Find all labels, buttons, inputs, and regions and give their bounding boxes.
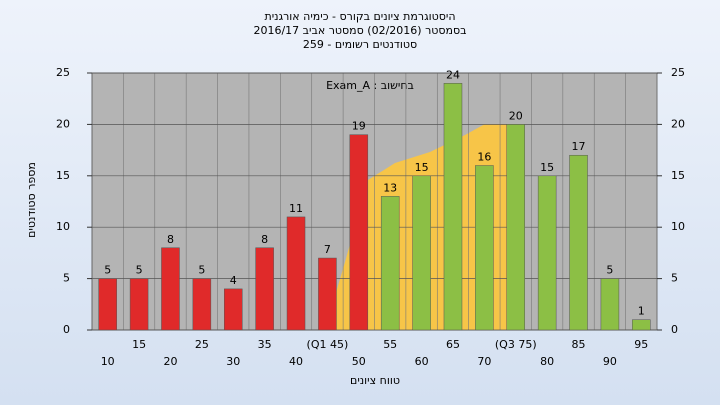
x-tick-label: 30 [226,355,240,368]
data-label: 8 [261,233,268,246]
x-tick-label: 70 [477,355,491,368]
data-label: 24 [446,68,460,81]
y2-tick-label: 25 [671,66,685,79]
data-label: 15 [415,161,429,174]
chart-subtitle: סטודנטים רשומים - 259 [303,38,417,51]
bar [129,278,149,331]
bar [475,165,494,331]
chart-title: היסטוגרמת ציונים בקורס - כימיה אורגנית [264,10,455,23]
bar [224,288,243,331]
data-label: 16 [477,151,491,164]
x-tick-label: 90 [603,355,617,368]
x-tick-label: (Q1 45) [307,338,349,351]
data-label: 13 [383,181,397,194]
bar [286,216,306,331]
bar [569,154,588,331]
data-label: 4 [230,274,237,287]
x-tick-label: 55 [383,338,397,351]
x-tick-label: 10 [101,355,115,368]
x-axis-label: טווח ציונים [350,374,400,387]
x-tick-label: 20 [163,355,177,368]
y-tick-label: 15 [56,169,70,182]
bar [632,319,651,331]
x-tick-label: 40 [289,355,303,368]
x-tick-label: 65 [446,338,460,351]
x-tick-label: 50 [352,355,366,368]
data-label: 20 [509,109,523,122]
bar [443,83,463,331]
bar [600,278,620,331]
bar [349,134,369,331]
bar [506,124,525,331]
x-tick-label: 85 [572,338,586,351]
bar [192,278,212,331]
data-label: 15 [540,161,554,174]
data-label: 19 [352,120,366,133]
y2-tick-label: 15 [671,169,685,182]
bar [161,247,180,331]
data-label: 5 [198,264,205,277]
x-tick-label: (Q3 75) [495,338,537,351]
data-label: 5 [104,264,111,277]
bar [255,247,274,331]
data-label: 1 [638,305,645,318]
x-tick-label: 60 [415,355,429,368]
data-label: 17 [572,140,586,153]
y-tick-label: 5 [63,272,70,285]
y-axis-label: מספר סטודנטים [25,162,38,238]
chart-subtitle: בסמסטר (02/2016) סמסטר אביב 2016/17 [253,24,466,37]
y-tick-label: 10 [56,220,70,233]
bar [318,257,337,331]
y2-tick-label: 0 [671,323,678,336]
x-tick-label: 80 [540,355,554,368]
y-tick-label: 0 [63,323,70,336]
data-label: 8 [167,233,174,246]
data-label: 11 [289,202,303,215]
y2-tick-label: 5 [671,272,678,285]
bar [412,175,431,331]
bar [380,196,400,331]
data-label: 7 [324,243,331,256]
y2-tick-label: 10 [671,220,685,233]
annotation: בחישוב : Exam_A [326,79,414,92]
bar [537,175,557,331]
data-label: 5 [606,264,613,277]
x-tick-label: 25 [195,338,209,351]
x-tick-label: 15 [132,338,146,351]
data-label: 5 [136,264,143,277]
y-tick-label: 20 [56,117,70,130]
x-tick-label: 35 [258,338,272,351]
bar [98,278,117,331]
y2-tick-label: 20 [671,117,685,130]
x-tick-label: 95 [634,338,648,351]
y-tick-label: 25 [56,66,70,79]
